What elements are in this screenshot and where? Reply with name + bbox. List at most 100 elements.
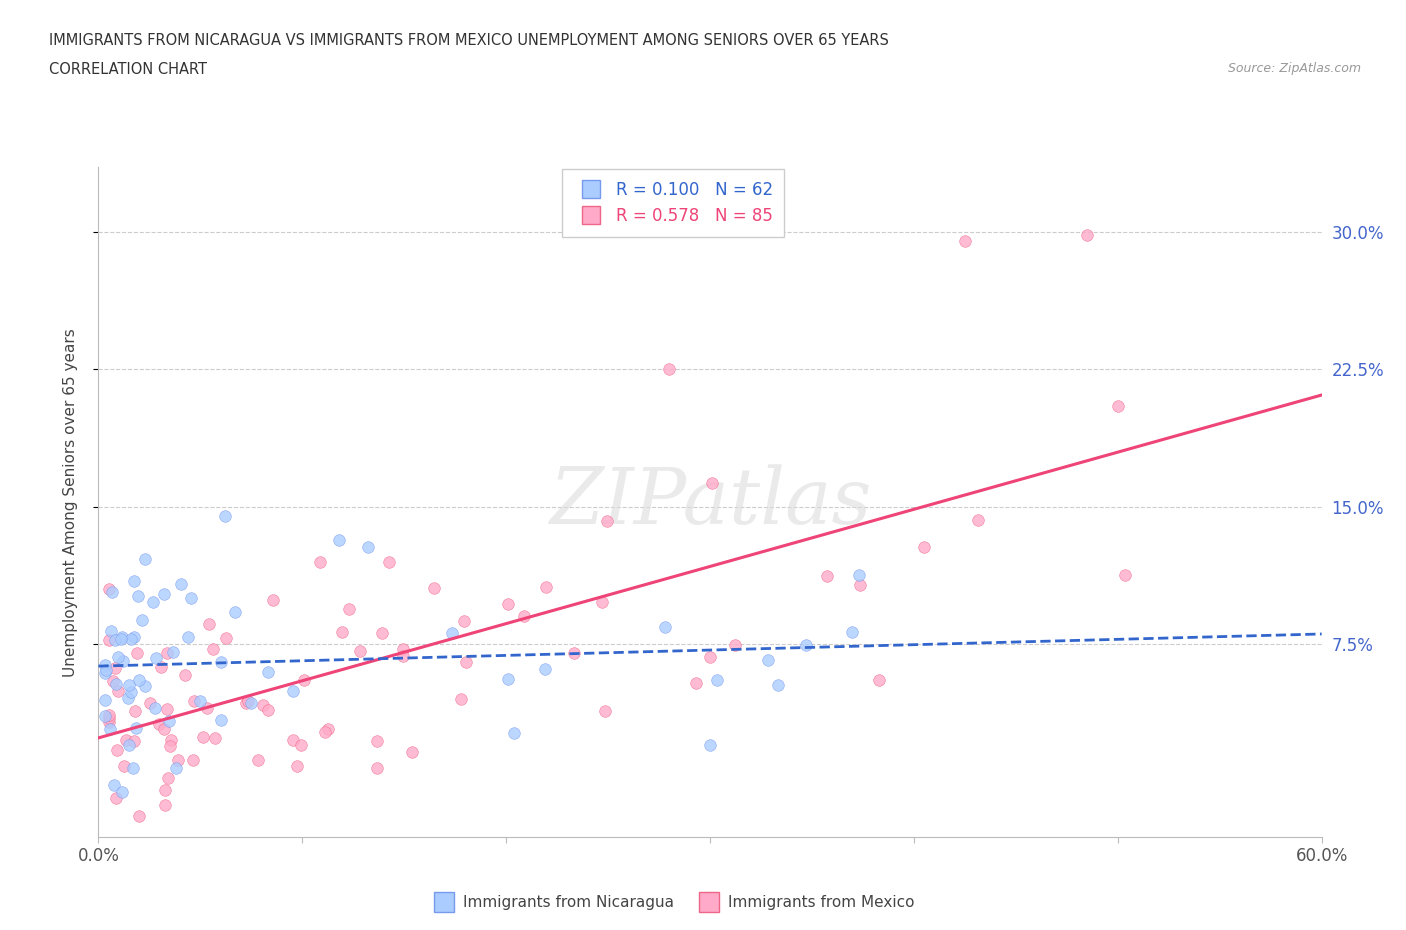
Point [101,673,124,688]
Point [423,580,446,595]
Point [177,630,200,644]
Point [128,672,150,687]
Point [117,690,139,705]
Text: IMMIGRANTS FROM NICARAGUA VS IMMIGRANTS FROM MEXICO UNEMPLOYMENT AMONG SENIORS O: IMMIGRANTS FROM NICARAGUA VS IMMIGRANTS … [49,33,889,47]
Point [191,730,214,745]
Point [93,692,115,707]
Point [121,760,143,775]
Point [153,722,176,737]
Point [105,743,128,758]
Point [654,619,676,634]
Point [103,777,125,792]
Point [562,645,585,660]
Point [252,698,274,713]
Point [256,703,278,718]
Point [204,730,226,745]
Text: Source: ZipAtlas.com: Source: ZipAtlas.com [1227,62,1361,75]
Point [162,644,184,659]
Point [513,608,536,623]
Point [159,739,181,754]
Point [371,625,394,640]
Point [195,700,218,715]
Point [536,579,558,594]
Point [349,644,371,658]
Point [316,722,339,737]
Point [240,696,263,711]
Point [201,641,224,656]
Point [93,709,115,724]
Point [224,604,246,619]
Point [724,638,747,653]
Point [128,808,150,823]
Point [124,703,146,718]
Point [706,672,728,687]
Point [115,733,138,748]
Point [848,567,870,582]
Point [1107,398,1129,413]
Point [699,650,721,665]
Point [366,734,388,749]
Point [107,684,129,698]
Point [97,714,120,729]
Point [453,614,475,629]
Point [145,651,167,666]
Point [287,759,309,774]
Point [366,761,388,776]
Point [456,655,478,670]
Point [235,696,257,711]
Point [97,708,120,723]
Point [290,737,312,752]
Point [496,671,519,686]
Point [339,601,361,616]
Point [378,554,401,569]
Point [156,645,179,660]
Point [498,597,520,612]
Point [392,649,415,664]
Point [157,714,180,729]
Point [967,512,990,527]
Point [262,592,284,607]
Point [180,591,202,605]
Point [93,665,115,680]
Point [247,752,270,767]
Point [127,589,149,604]
Point [156,702,179,717]
Point [869,672,891,687]
Point [174,668,197,683]
Point [142,595,165,610]
Point [841,625,863,640]
Point [685,675,707,690]
Point [766,677,789,692]
Point [125,720,148,735]
Point [124,733,146,748]
Point [165,761,187,776]
Point [328,532,350,547]
Point [104,633,127,648]
Point [238,694,260,709]
Point [849,578,872,592]
Point [143,700,166,715]
Point [441,626,464,641]
Point [794,637,817,652]
Point [118,737,141,752]
Point [912,539,935,554]
Point [209,712,232,727]
Point [122,630,145,644]
Point [94,663,117,678]
Point [111,653,134,668]
Point [503,725,526,740]
Point [1076,228,1098,243]
Point [198,617,221,631]
Point [100,624,122,639]
Point [658,362,681,377]
Point [111,630,134,644]
Point [699,737,721,752]
Point [134,551,156,566]
Point [97,632,120,647]
Point [330,625,353,640]
Point [450,692,472,707]
Point [401,744,423,759]
Point [107,649,129,664]
Point [112,758,135,773]
Point [209,655,232,670]
